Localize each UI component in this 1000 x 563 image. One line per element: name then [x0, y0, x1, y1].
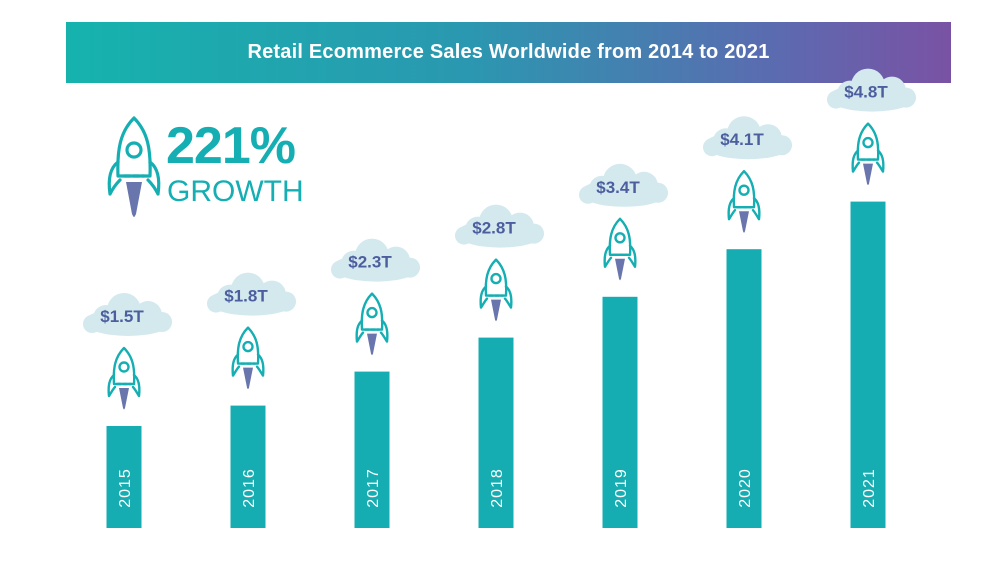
rocket-icon: [107, 116, 161, 217]
cloud-shape: [331, 238, 420, 282]
x-tick-label: 2015: [117, 468, 134, 508]
x-tick-label: 2017: [365, 468, 382, 508]
rocket-icon: [479, 258, 513, 322]
cloud-shape: [83, 293, 172, 336]
x-tick-label: 2018: [489, 468, 506, 508]
data-label: $2.8T: [472, 219, 516, 238]
rocket-icon: [107, 346, 141, 410]
rocket-icon: [727, 169, 761, 233]
rocket-icon: [355, 292, 389, 356]
bar: [106, 426, 142, 528]
x-tick-label: 2019: [613, 468, 630, 508]
data-label: $3.4T: [596, 178, 640, 197]
rocket-icon: [851, 122, 885, 186]
bar: [850, 201, 886, 528]
rocket-icon: [603, 217, 637, 281]
cloud-shape: [579, 163, 668, 207]
chart-title: Retail Ecommerce Sales Worldwide from 20…: [247, 41, 770, 63]
x-tick-label: 2020: [737, 468, 754, 508]
cloud-shape: [207, 272, 296, 316]
rocket-icon: [231, 326, 265, 390]
title-banner: Retail Ecommerce Sales Worldwide from 20…: [66, 22, 951, 83]
growth-callout: 221% GROWTH: [104, 114, 304, 224]
bar: [726, 249, 762, 528]
data-label: $4.8T: [844, 83, 888, 102]
data-label: $1.8T: [224, 287, 268, 306]
bar: [354, 371, 390, 528]
growth-percent: 221%: [166, 117, 296, 175]
bar: [478, 337, 514, 528]
x-tick-label: 2021: [861, 468, 878, 508]
cloud-shape: [455, 204, 544, 248]
x-tick-label: 2016: [241, 468, 258, 508]
cloud-shape: [827, 68, 916, 112]
data-label: $1.5T: [100, 307, 144, 326]
bar: [230, 405, 266, 528]
bar: [602, 296, 638, 528]
data-label: $2.3T: [348, 253, 392, 272]
cloud-shape: [703, 116, 792, 160]
data-label: $4.1T: [720, 130, 764, 149]
growth-label: GROWTH: [167, 175, 304, 208]
